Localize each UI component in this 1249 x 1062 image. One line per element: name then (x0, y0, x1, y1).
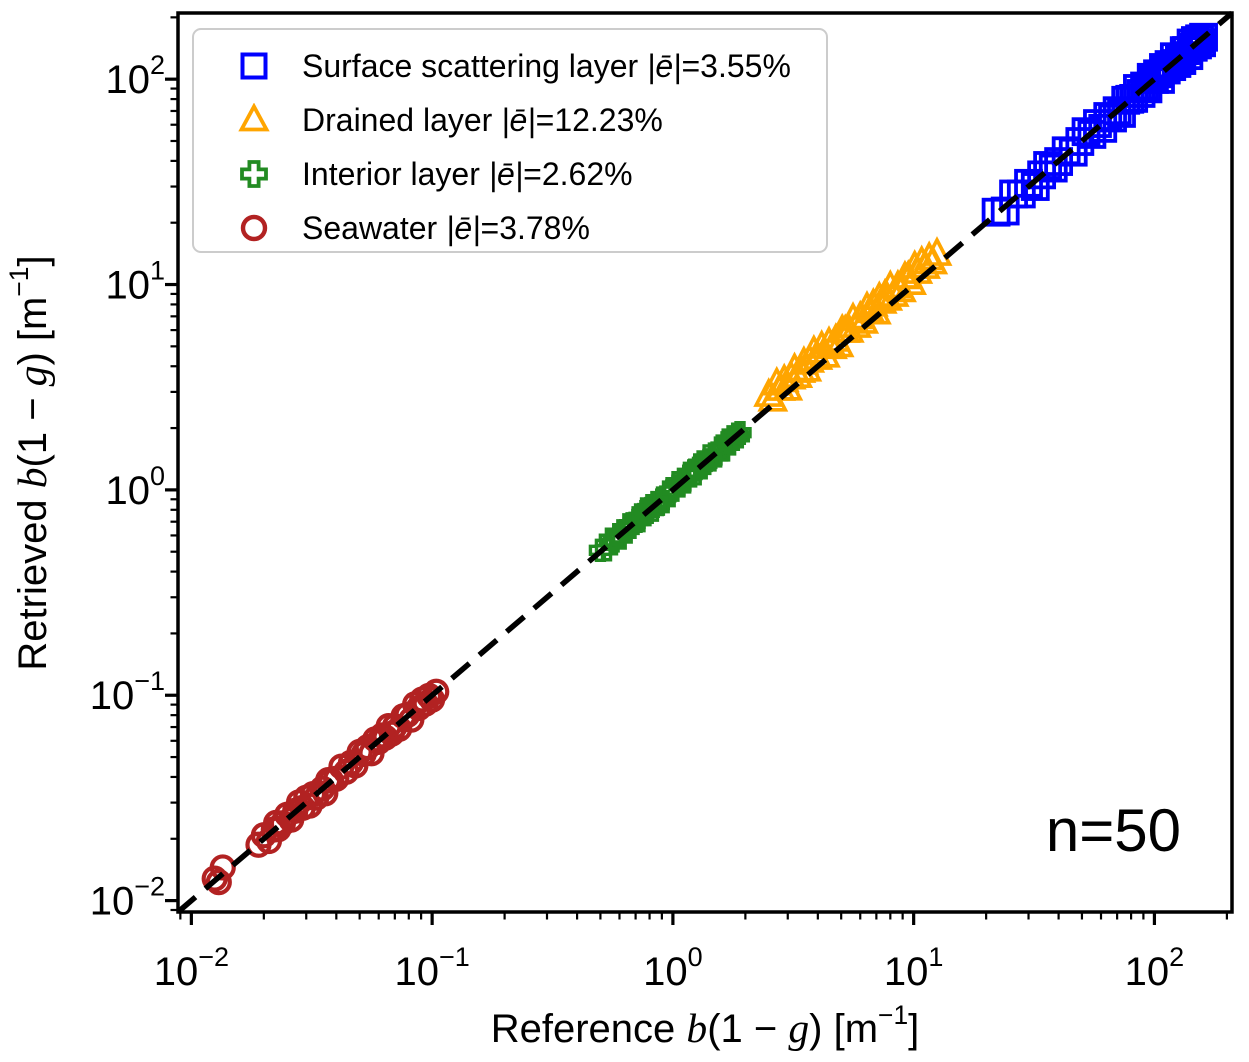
legend-item-surface-scattering-layer: Surface scattering layer |ē|=3.55% (194, 39, 826, 93)
legend-label: Drained layer |ē|=12.23% (302, 102, 663, 138)
square-icon (240, 52, 268, 80)
svg-text:100: 100 (643, 942, 703, 994)
svg-text:10−2: 10−2 (154, 942, 229, 994)
svg-text:10−1: 10−1 (90, 666, 165, 718)
legend-item-interior-layer: Interior layer |ē|=2.62% (194, 147, 826, 201)
series-circle (201, 678, 450, 896)
identity-line (176, 10, 1234, 915)
legend-label: Surface scattering layer |ē|=3.55% (302, 48, 791, 84)
svg-text:101: 101 (884, 942, 944, 994)
legend-label: Seawater |ē|=3.78% (302, 210, 590, 246)
series-triangle (753, 236, 953, 412)
svg-text:10−2: 10−2 (90, 872, 165, 924)
svg-text:101: 101 (105, 256, 165, 308)
sample-count-annotation: n=50 (1045, 797, 1181, 864)
triangle-icon (238, 103, 270, 132)
svg-text:102: 102 (1125, 942, 1185, 994)
legend-label: Interior layer |ē|=2.62% (302, 156, 633, 192)
tick-labels: 10−2 10−2 10−1 10−1 100 100 101 101 102 102 (90, 50, 1184, 994)
svg-text:100: 100 (105, 461, 165, 513)
y-axis-title: Retrieved b(1 − g) [m−1] (3, 255, 56, 671)
plot-frame (176, 11, 1234, 914)
svg-text:102: 102 (105, 50, 165, 102)
legend-item-seawater: Seawater |ē|=3.78% (194, 201, 826, 255)
series-square (981, 22, 1218, 227)
plus-icon (240, 160, 268, 188)
circle-icon (240, 214, 268, 242)
x-axis-title: Reference b(1 − g) [m−1] (490, 999, 920, 1051)
legend-item-drained-layer: Drained layer |ē|=12.23% (194, 93, 826, 147)
axis-ticks (165, 16, 1228, 925)
legend: Surface scattering layer |ē|=3.55% Drain… (192, 28, 828, 253)
svg-text:10−1: 10−1 (394, 942, 469, 994)
